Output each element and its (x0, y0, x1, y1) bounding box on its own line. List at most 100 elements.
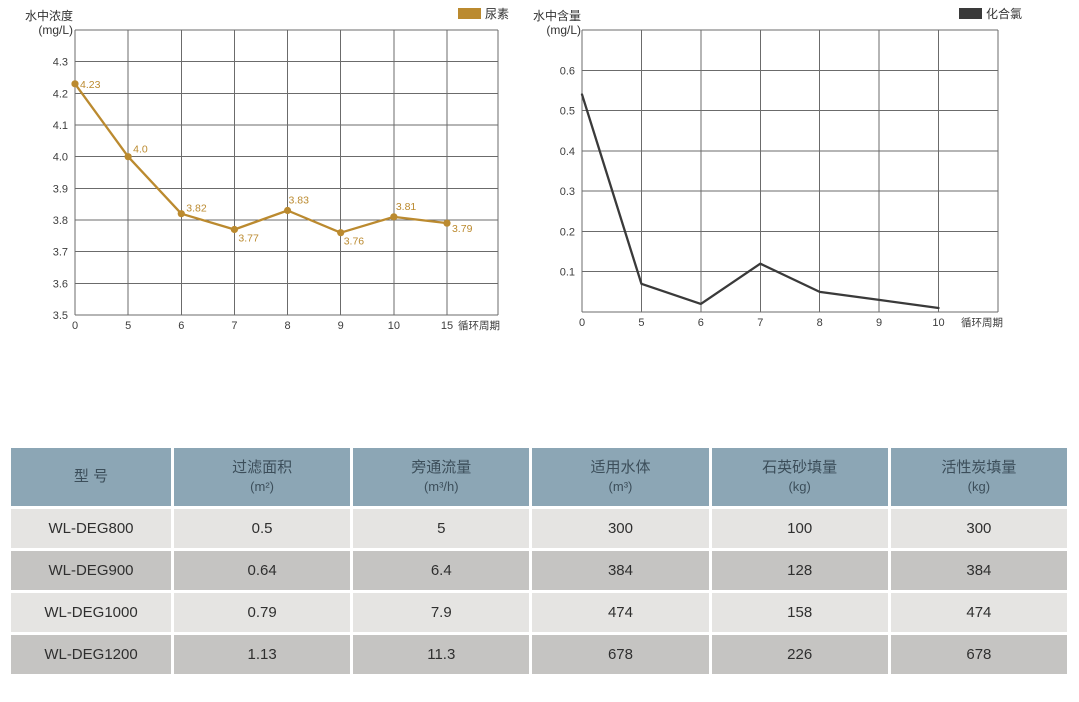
spec-value-cell: 0.79 (174, 593, 351, 632)
table-row: WL-DEG1000 0.79 7.9 474 158 474 (11, 593, 1067, 632)
spec-value-cell: 100 (711, 509, 888, 548)
y-tick-label: 3.5 (53, 310, 68, 322)
data-point-marker (283, 206, 292, 215)
model-cell: WL-DEG1200 (11, 635, 171, 674)
col-header-quartz-sand: 石英砂填量 (kg) (711, 448, 888, 506)
col-header-activated-carbon: 活性炭填量 (kg) (890, 448, 1067, 506)
y-tick-label: 0.6 (560, 65, 575, 77)
x-tick-label: 10 (932, 317, 944, 329)
col-header-unit: (kg) (788, 478, 811, 494)
table-row: WL-DEG800 0.5 5 300 100 300 (11, 509, 1067, 548)
spec-value-cell: 0.5 (174, 509, 351, 548)
x-tick-label: 5 (125, 320, 131, 332)
data-point-label: 3.83 (289, 195, 310, 207)
data-point-label: 3.81 (396, 201, 417, 213)
y-tick-label: 0.1 (560, 267, 575, 279)
table-row: WL-DEG900 0.64 6.4 384 128 384 (11, 551, 1067, 590)
x-tick-label: 5 (638, 317, 644, 329)
x-axis-title: 循环周期 (961, 316, 1003, 329)
spec-table: 型 号 过滤面积 (m²) 旁通流量 (m³/h) 适用水体 (m³) 石英砂填… (8, 445, 1070, 677)
spec-value-cell: 0.64 (174, 551, 351, 590)
legend-swatch (959, 8, 982, 19)
x-tick-label: 9 (338, 320, 344, 332)
spec-value-cell: 6.4 (353, 551, 530, 590)
y-tick-label: 0.5 (560, 106, 575, 118)
col-header-water-volume: 适用水体 (m³) (532, 448, 709, 506)
model-cell: WL-DEG1000 (11, 593, 171, 632)
y-tick-label: 0.3 (560, 186, 575, 198)
data-point-marker (71, 80, 79, 88)
y-axis-title: 水中浓度 (25, 8, 73, 23)
x-tick-label: 6 (698, 317, 704, 329)
x-tick-label: 8 (284, 320, 290, 332)
col-header-filter-area: 过滤面积 (m²) (174, 448, 351, 506)
chlorine-line-chart: 0.6 0.5 0.4 0.3 0.2 0.1 0 5 6 7 8 9 10 循环周期 水中含量(mg/L)… (533, 6, 1022, 329)
col-header-title: 适用水体 (590, 459, 651, 476)
data-point-marker (443, 219, 451, 227)
model-cell: WL-DEG900 (11, 551, 171, 590)
y-tick-label: 4.1 (53, 120, 68, 132)
grid (74, 29, 499, 316)
y-tick-label: 3.6 (53, 278, 68, 290)
spec-value-cell: 474 (532, 593, 709, 632)
y-tick-label: 3.8 (53, 215, 68, 227)
y-tick-label: 3.7 (53, 247, 68, 259)
data-point-label: 3.77 (238, 233, 259, 245)
data-point-label: 3.76 (344, 236, 365, 248)
col-header-title: 型 号 (73, 467, 109, 485)
spec-value-cell: 11.3 (353, 635, 530, 674)
model-cell: WL-DEG800 (11, 509, 171, 548)
y-axis-unit: (mg/L) (546, 23, 581, 37)
y-tick-label: 4.0 (53, 152, 68, 164)
x-tick-label: 10 (388, 320, 400, 332)
col-header-unit: (m³/h) (423, 478, 459, 494)
y-tick-label: 3.9 (53, 183, 68, 195)
data-point-label: 3.79 (452, 223, 473, 235)
spec-value-cell: 384 (890, 551, 1067, 590)
col-header-model: 型 号 (11, 448, 171, 506)
spec-value-cell: 7.9 (353, 593, 530, 632)
spec-value-cell: 5 (353, 509, 530, 548)
y-axis-title: 水中含量 (533, 8, 581, 23)
x-tick-label: 9 (876, 317, 882, 329)
x-tick-label: 0 (579, 317, 585, 329)
y-tick-label: 0.4 (560, 146, 575, 158)
spec-value-cell: 474 (890, 593, 1067, 632)
col-header-title: 旁通流量 (411, 459, 472, 476)
data-point-label: 4.0 (133, 144, 148, 156)
legend-swatch (458, 8, 481, 19)
y-tick-label: 0.2 (560, 226, 575, 238)
data-point-marker (230, 225, 239, 234)
spec-value-cell: 678 (532, 635, 709, 674)
spec-value-cell: 226 (711, 635, 888, 674)
x-tick-label: 8 (817, 317, 823, 329)
x-tick-label: 6 (178, 320, 184, 332)
table-row: WL-DEG1200 1.13 11.3 678 226 678 (11, 635, 1067, 674)
urea-line-chart: 4.3 4.2 4.1 4.0 3.9 3.8 3.7 3.6 3.5 0 5 6 7 8 9 10 15 循环周… (25, 7, 509, 332)
col-header-title: 石英砂填量 (762, 459, 838, 476)
col-header-title: 活性炭填量 (941, 459, 1017, 476)
legend-label: 尿素 (485, 7, 509, 21)
chlorine-series-line (580, 93, 940, 310)
y-tick-label: 4.2 (53, 88, 68, 100)
grid (581, 29, 999, 313)
x-tick-label: 7 (757, 317, 763, 329)
data-point-label: 4.23 (80, 79, 101, 91)
spec-value-cell: 300 (532, 509, 709, 548)
data-point-label: 3.82 (186, 203, 207, 215)
spec-value-cell: 1.13 (174, 635, 351, 674)
data-point-marker (390, 213, 398, 221)
data-point-marker (177, 210, 185, 218)
spec-value-cell: 128 (711, 551, 888, 590)
urea-series-line (73, 82, 449, 234)
col-header-title: 过滤面积 (232, 459, 293, 476)
col-header-unit: (kg) (967, 478, 991, 494)
spec-value-cell: 678 (890, 635, 1067, 674)
spec-table-header: 型 号 过滤面积 (m²) 旁通流量 (m³/h) 适用水体 (m³) 石英砂填… (11, 448, 1067, 506)
y-tick-label: 4.3 (53, 57, 68, 69)
x-axis-title: 循环周期 (458, 319, 500, 332)
legend-label: 化合氯 (986, 6, 1022, 21)
y-axis-unit: (mg/L) (38, 23, 73, 37)
spec-value-cell: 384 (532, 551, 709, 590)
